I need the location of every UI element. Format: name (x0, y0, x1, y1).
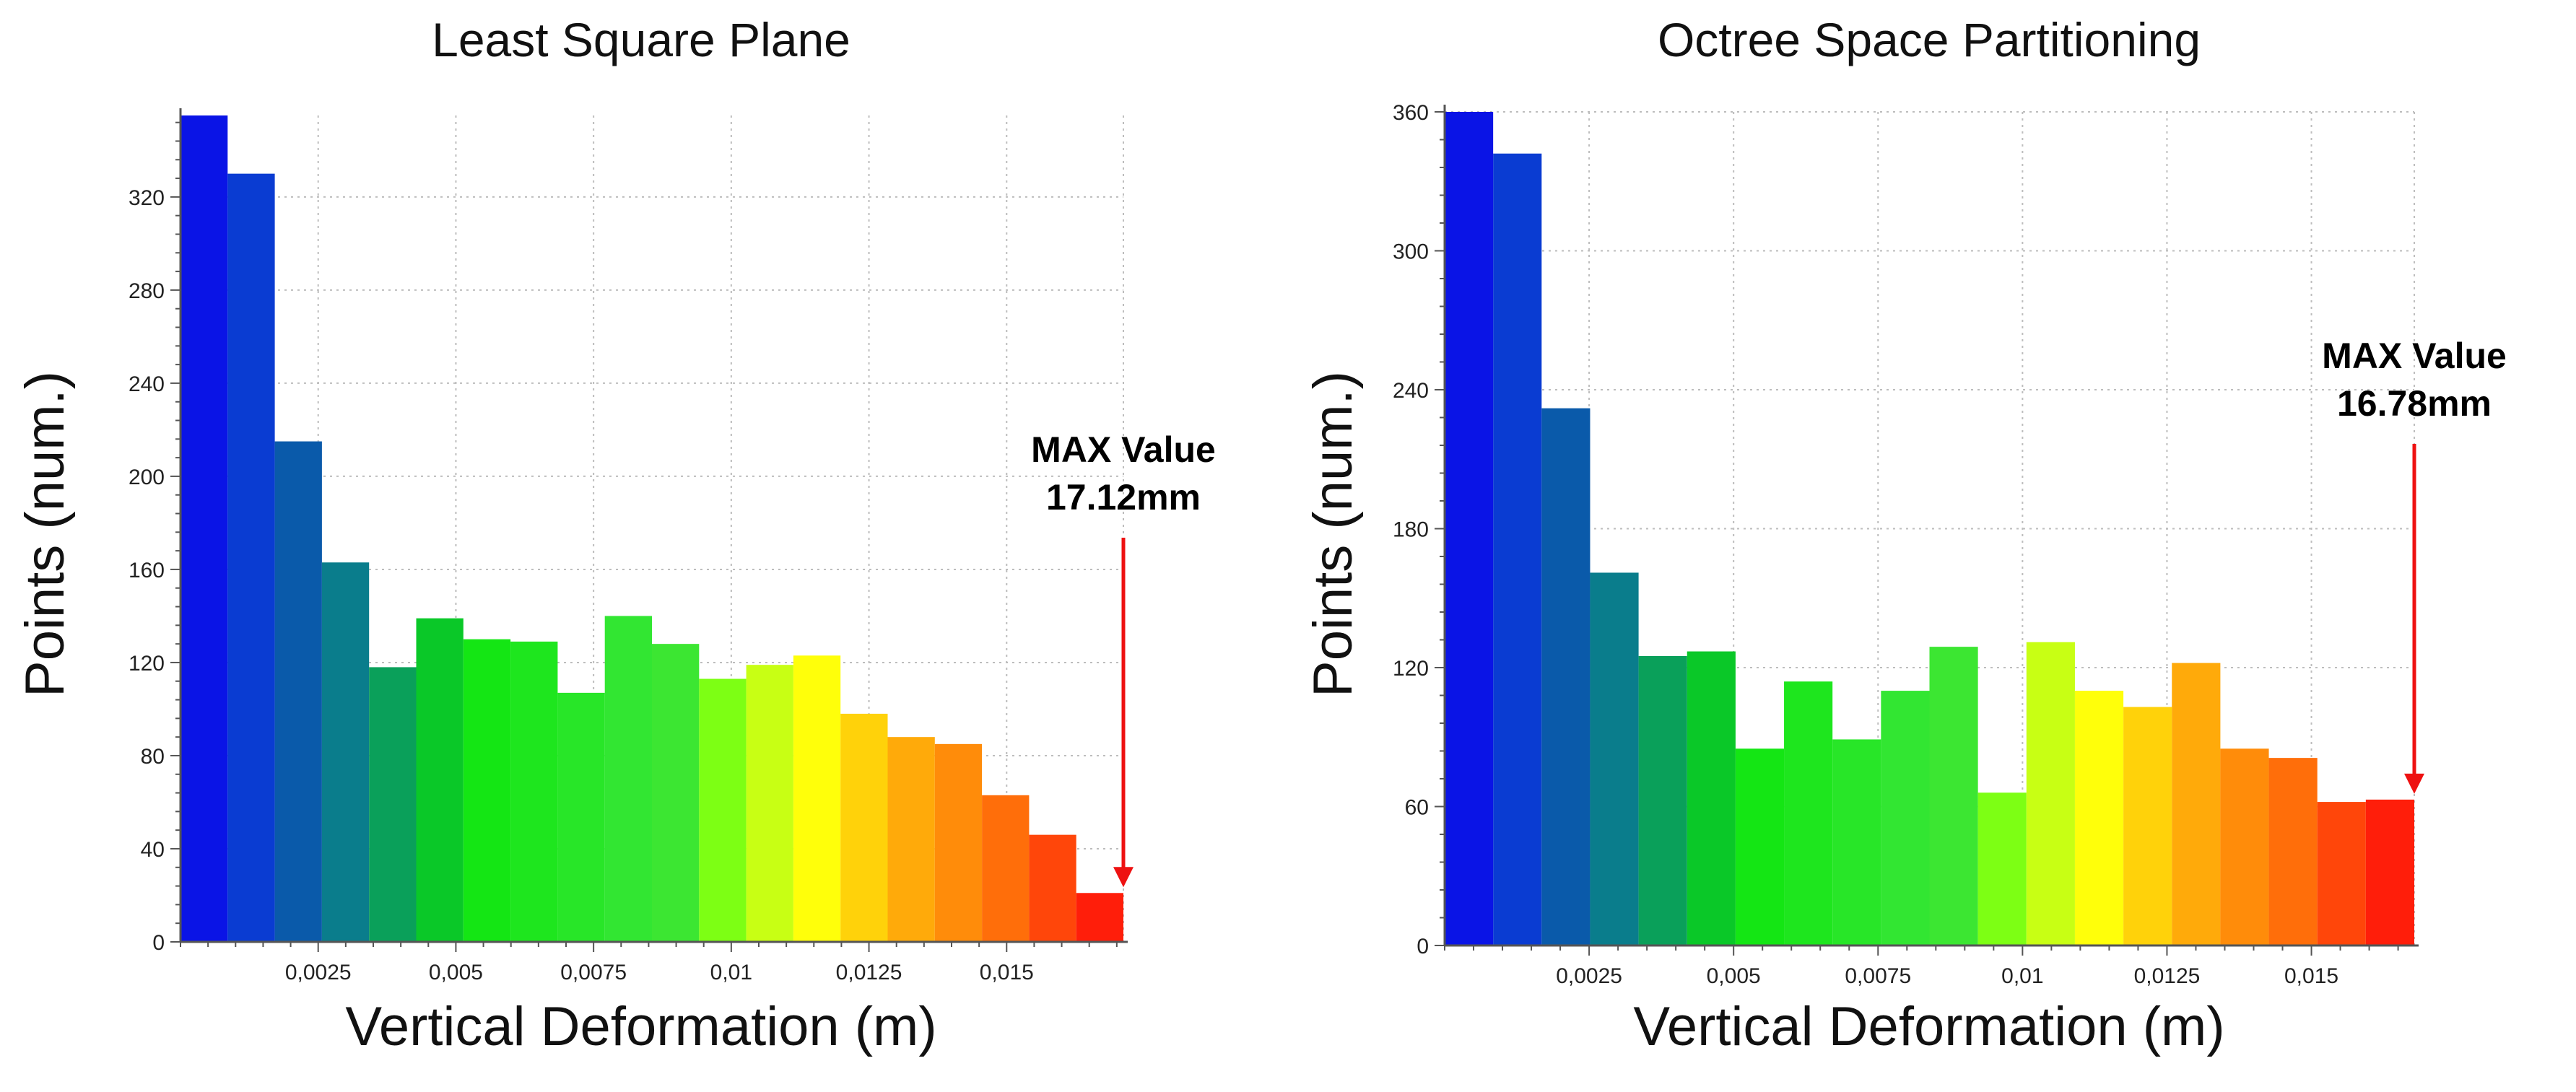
histogram-bar (1445, 112, 1494, 945)
histogram-bar (652, 644, 700, 942)
histogram-bar (1784, 681, 1833, 945)
histogram-bar (416, 618, 464, 942)
histogram-bar (557, 692, 605, 942)
axes (1443, 105, 2419, 947)
bars (1445, 112, 2414, 945)
y-tick-label: 280 (129, 279, 165, 303)
y-tick-label: 80 (141, 745, 165, 769)
ticks: 0 40 80 120 160 200 240 280 320 0,0025 0,005 0,0075… (129, 121, 1118, 984)
histogram-bar (1881, 691, 1930, 945)
histogram-bar (1493, 153, 1542, 945)
histogram-bar (934, 743, 983, 942)
histogram-bar (369, 667, 417, 942)
x-axis-label: Vertical Deformation (m) (345, 996, 936, 1057)
arrow-head-icon (1113, 867, 1133, 888)
chart-octree-space-partitioning: Octree Space Partitioning Vertical Defor… (1302, 13, 2507, 1057)
x-tick-label: 0,015 (2284, 964, 2338, 988)
histogram-bar (463, 639, 511, 942)
histogram-bar (604, 616, 652, 942)
y-tick-label: 300 (1393, 240, 1429, 264)
histogram-bar (2317, 802, 2366, 945)
chart-panel-least-square-plane: Least Square Plane Vertical Deformation … (14, 13, 1216, 1057)
annotation-line2: 16.78mm (2337, 383, 2492, 424)
histogram-bar (1541, 408, 1591, 945)
histogram-bar (2172, 663, 2221, 945)
max-value-annotation: MAX Value 16.78mm (2322, 336, 2507, 794)
histogram-bar (321, 562, 370, 942)
y-tick-label: 40 (141, 838, 165, 862)
bars (180, 115, 1123, 943)
axes (179, 108, 1128, 943)
histogram-bar (1590, 572, 1639, 945)
x-tick-label: 0,0075 (1845, 964, 1911, 988)
histogram-bar (1638, 655, 1687, 945)
histogram-bar (1029, 834, 1076, 942)
annotation-line2: 17.12mm (1046, 477, 1201, 517)
annotation-line1: MAX Value (2322, 336, 2507, 376)
arrow-head-icon (2404, 773, 2424, 794)
y-axis-label: Points (num.) (1302, 371, 1364, 697)
y-tick-label: 120 (129, 652, 165, 676)
y-tick-label: 240 (1393, 379, 1429, 403)
x-tick-label: 0,0025 (1556, 964, 1622, 988)
chart-panel-octree-space-partitioning: Octree Space Partitioning Vertical Defor… (1288, 0, 2576, 1092)
max-value-annotation: MAX Value 17.12mm (1031, 429, 1216, 888)
y-tick-label: 320 (129, 186, 165, 210)
x-tick-label: 0,01 (2001, 964, 2043, 988)
histogram-bar (1832, 739, 1881, 945)
x-tick-label: 0,015 (980, 961, 1034, 984)
histogram-bar (2220, 748, 2269, 945)
annotation-line1: MAX Value (1031, 429, 1216, 470)
x-axis-label: Vertical Deformation (m) (1633, 996, 2224, 1057)
x-tick-label: 0,0125 (836, 961, 902, 984)
y-tick-label: 120 (1393, 657, 1429, 681)
histogram-bar (1929, 647, 1978, 945)
histogram-bar (887, 737, 935, 942)
y-tick-label: 0 (152, 931, 165, 955)
histogram-bar (793, 655, 841, 942)
histogram-bar (746, 665, 793, 942)
histogram-bar (1735, 748, 1785, 945)
histogram-bar (2123, 707, 2172, 945)
histogram-bar (510, 641, 558, 942)
histogram-bar (227, 173, 275, 943)
x-tick-label: 0,01 (710, 961, 752, 984)
y-tick-label: 200 (129, 466, 165, 489)
histogram-bar (1977, 792, 2027, 945)
histogram-bar (2268, 758, 2318, 945)
histogram-bar (274, 441, 322, 942)
histogram-bar (180, 115, 228, 942)
y-tick-label: 180 (1393, 518, 1429, 542)
x-tick-label: 0,0125 (2134, 964, 2201, 988)
x-tick-label: 0,0075 (560, 961, 627, 984)
x-tick-label: 0,0025 (285, 961, 352, 984)
y-tick-label: 160 (129, 559, 165, 582)
chart-title: Octree Space Partitioning (1658, 13, 2201, 66)
histogram-bar (2026, 642, 2075, 945)
y-tick-label: 60 (1405, 796, 1429, 820)
x-tick-label: 0,005 (1707, 964, 1761, 988)
histogram-bar (2365, 799, 2414, 945)
histogram-bar (982, 795, 1030, 942)
y-tick-label: 240 (129, 372, 165, 396)
histogram-bar (1076, 893, 1123, 942)
histogram-bar (2074, 691, 2124, 945)
histogram-bar (840, 713, 888, 942)
y-axis-label: Points (num.) (14, 371, 76, 697)
histogram-bar (699, 678, 747, 942)
x-tick-label: 0,005 (429, 961, 483, 984)
chart-least-square-plane: Least Square Plane Vertical Deformation … (14, 13, 1216, 1057)
chart-title: Least Square Plane (432, 13, 850, 66)
histogram-bar (1687, 651, 1736, 945)
ticks: 0 60 120 180 240 300 360 0,0025 0,005 0,0075 0,01 0… (1393, 101, 2399, 988)
y-tick-label: 0 (1417, 935, 1429, 958)
y-tick-label: 360 (1393, 101, 1429, 125)
